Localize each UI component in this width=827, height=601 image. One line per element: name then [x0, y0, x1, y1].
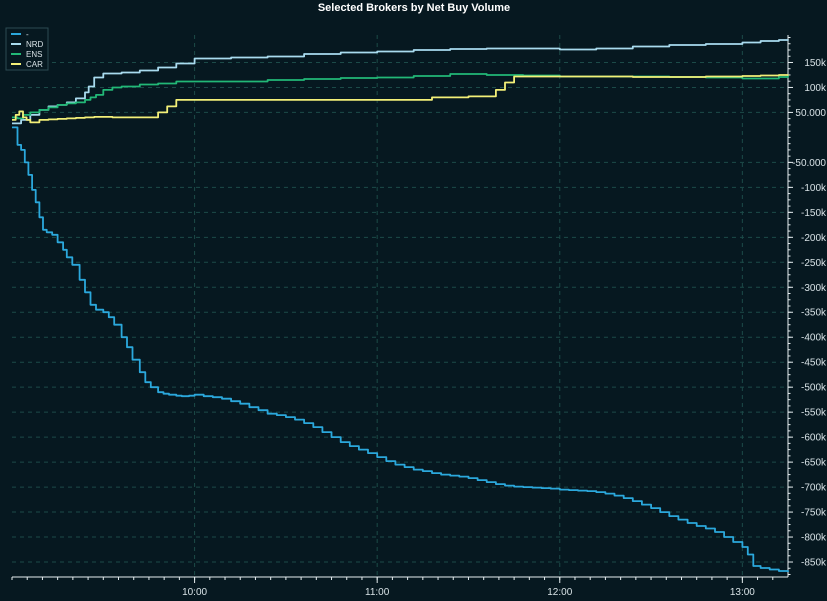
y-tick-label: 150k — [804, 58, 827, 69]
y-tick-label: 100k — [804, 83, 827, 94]
y-tick-label: -50.000 — [792, 158, 826, 169]
legend-label: - — [26, 30, 29, 39]
y-tick-label: -250k — [801, 258, 827, 269]
series-line-ens — [12, 73, 789, 120]
series-line-dash — [12, 126, 789, 572]
series-line-nrd — [12, 39, 789, 125]
legend-label: NRD — [26, 40, 44, 49]
axes: 150k 100k 50.000 -50.000 -100k -150k -200k -250… — [11, 35, 827, 598]
y-tick-label: -600k — [801, 433, 827, 444]
y-tick-label: -400k — [801, 333, 827, 344]
chart-title: Selected Brokers by Net Buy Volume — [318, 2, 510, 14]
legend-label: ENS — [26, 50, 42, 59]
grid-lines — [12, 35, 788, 577]
series-lines — [12, 39, 789, 572]
y-tick-label: -350k — [801, 308, 827, 319]
series-line-car — [12, 74, 789, 124]
x-tick-label: 10:00 — [182, 587, 207, 598]
y-tick-label: -450k — [801, 358, 827, 369]
y-tick-label: -750k — [801, 508, 827, 519]
y-tick-label: -500k — [801, 383, 827, 394]
y-tick-label: 50.000 — [795, 108, 826, 119]
legend-label: CAR — [26, 60, 43, 69]
y-tick-label: -850k — [801, 558, 827, 569]
y-tick-label: -700k — [801, 483, 827, 494]
x-tick-label: 11:00 — [365, 587, 390, 598]
y-tick-label: -150k — [801, 208, 827, 219]
y-tick-label: -200k — [801, 233, 827, 244]
x-tick-label: 13:00 — [730, 587, 755, 598]
y-tick-label: -550k — [801, 408, 827, 419]
y-tick-label: -300k — [801, 283, 827, 294]
y-tick-label: -650k — [801, 458, 827, 469]
y-tick-label: -800k — [801, 533, 827, 544]
x-tick-label: 12:00 — [547, 587, 572, 598]
y-tick-label: -100k — [801, 183, 827, 194]
